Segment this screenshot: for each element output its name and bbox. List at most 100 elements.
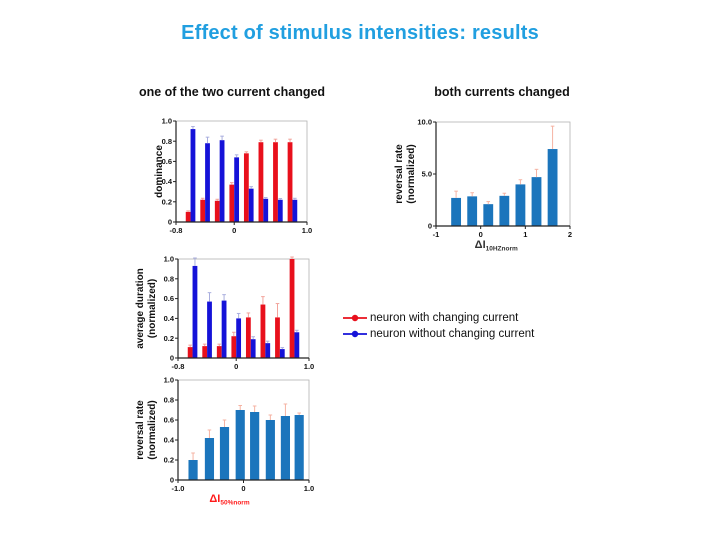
plot-frame (175, 120, 308, 223)
bar (275, 317, 280, 358)
y-tick-label: 0 (170, 476, 174, 485)
chart-reversal-rate-both-currents: 0 5.0 10.0 -1 0 1 2 reversal rate (normalized) ΔI… (388, 112, 592, 258)
legend: neuron with changing current neuron with… (342, 310, 534, 342)
bar (202, 346, 208, 358)
bar (236, 318, 242, 358)
bar (258, 142, 264, 222)
bar (287, 142, 293, 222)
bar (235, 410, 245, 480)
y-tick-label: 0.4 (164, 314, 175, 323)
x-tick-label: 0 (234, 362, 238, 371)
bar (499, 195, 510, 226)
y-tick-label: 0.8 (162, 137, 172, 146)
bar (263, 198, 269, 222)
x-tick-label: 1 (523, 230, 527, 239)
bar (231, 336, 237, 358)
x-tick-label: 0 (241, 484, 245, 493)
bar (451, 197, 462, 226)
x-axis-label: ΔI10HZnorm (475, 239, 518, 253)
bar (250, 339, 256, 358)
page-title: Effect of stimulus intensities: results (181, 22, 539, 44)
y-tick-label: 0.6 (162, 157, 172, 166)
y-tick-label: 0.4 (162, 177, 173, 186)
left-column-header: one of the two current changed (138, 85, 326, 99)
y-tick-label: 0 (428, 222, 432, 231)
chart-reversal-rate-one-current: 0 0.2 0.4 0.6 0.8 1.0 -1.0 0 1.0 reversal rate (no… (130, 372, 322, 518)
y-tick-label: 5.0 (422, 170, 432, 179)
legend-item-changing-current: neuron with changing current (342, 310, 534, 326)
bar (260, 304, 266, 358)
bar (289, 259, 295, 358)
right-column-header: both currents changed (434, 85, 570, 99)
y-axis-label: average duration (135, 268, 146, 349)
y-tick-label: 0 (170, 354, 174, 363)
x-tick-label: -1.0 (172, 484, 185, 493)
x-tick-label: 0 (232, 226, 236, 235)
bar (277, 199, 283, 222)
bar (204, 438, 215, 480)
bar (294, 415, 304, 480)
bar (221, 300, 227, 358)
bar (200, 199, 206, 222)
plot-frame (177, 258, 310, 359)
bar (188, 460, 198, 480)
y-axis-label: dominance (154, 145, 165, 198)
blue-line-circle-marker-icon (343, 330, 367, 338)
bar (234, 157, 240, 222)
x-tick-label: 0 (479, 230, 483, 239)
x-tick-label: -1 (433, 230, 440, 239)
y-tick-label: 1.0 (162, 117, 172, 126)
bar (214, 200, 220, 222)
bar (273, 142, 278, 222)
y-tick-label: 0 (168, 218, 172, 227)
y-tick-label: 1.0 (164, 376, 174, 385)
bar (279, 349, 285, 358)
x-tick-label: 1.0 (304, 362, 314, 371)
bar (229, 184, 235, 222)
bar (515, 184, 526, 226)
y-tick-label: 0.8 (164, 396, 174, 405)
bar (190, 129, 196, 222)
legend-item-without-changing-current: neuron without changing current (342, 326, 534, 342)
bar (467, 196, 478, 226)
y-axis-label: (normalized) (406, 144, 417, 203)
bar (207, 301, 212, 358)
y-tick-label: 1.0 (164, 255, 174, 264)
y-tick-label: 0.4 (164, 436, 175, 445)
bar (280, 416, 291, 480)
y-axis-label: reversal rate (394, 144, 405, 204)
y-axis-label: reversal rate (135, 400, 146, 460)
bar (483, 204, 494, 226)
chart-average-duration: 0 0.2 0.4 0.6 0.8 1.0 -0.8 0 1.0 average duration… (130, 250, 322, 380)
y-tick-label: 0.2 (164, 334, 174, 343)
bar (265, 420, 275, 480)
bar (531, 177, 542, 226)
bar (248, 188, 254, 222)
red-line-circle-marker-icon (343, 314, 367, 322)
y-tick-label: 0.6 (164, 294, 174, 303)
y-tick-label: 0.2 (162, 197, 172, 206)
x-tick-label: -0.8 (172, 362, 185, 371)
bar (547, 149, 558, 226)
bar (294, 332, 300, 358)
bar (245, 317, 251, 358)
y-axis-label: (normalized) (147, 400, 158, 459)
x-tick-label: -0.8 (170, 226, 183, 235)
legend-label-changing-current: neuron with changing current (370, 312, 519, 324)
y-axis-label: (normalized) (147, 279, 158, 338)
y-tick-label: 10.0 (417, 118, 432, 127)
chart-dominance: 0 0.2 0.4 0.6 0.8 1.0 -0.8 0 1.0 dominance (140, 112, 320, 246)
x-tick-label: 1.0 (302, 226, 312, 235)
bar (185, 211, 191, 222)
bar (243, 153, 249, 222)
bar (216, 346, 222, 358)
x-axis-label: ΔI50%norm (209, 493, 249, 507)
y-tick-label: 0.8 (164, 274, 174, 283)
y-tick-label: 0.2 (164, 456, 174, 465)
bar (205, 143, 210, 222)
